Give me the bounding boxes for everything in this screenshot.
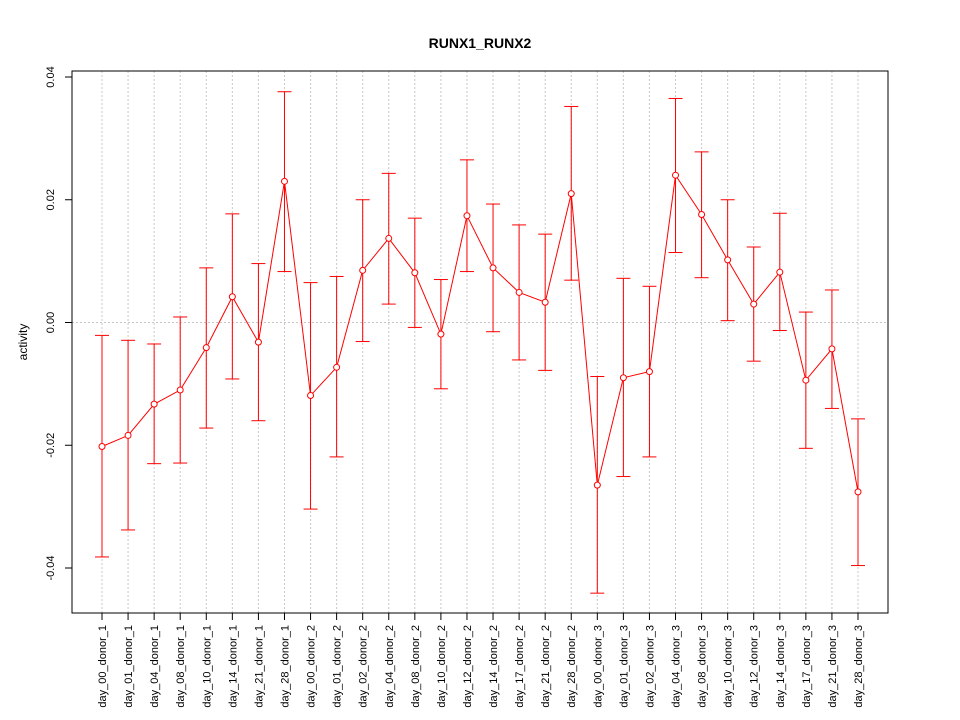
x-tick-label: day_10_donor_1 xyxy=(201,625,213,708)
x-tick-label: day_02_donor_3 xyxy=(644,625,656,708)
x-axis: day_00_donor_1 day_01_donor_1 day_04_donor… xyxy=(97,613,865,708)
data-point xyxy=(150,400,158,408)
x-tick-label: day_01_donor_2 xyxy=(332,625,344,708)
data-point xyxy=(411,269,419,277)
x-tick-label: day_04_donor_2 xyxy=(384,625,396,708)
data-point xyxy=(124,431,132,439)
chart-title: RUNX1_RUNX2 xyxy=(429,35,532,51)
data-point xyxy=(645,368,653,376)
y-tick-label: 0.04 xyxy=(45,66,57,87)
x-tick-label: day_14_donor_3 xyxy=(775,625,787,708)
data-point xyxy=(333,363,341,371)
y-axis-label: activity xyxy=(16,324,30,361)
y-tick-label: -0.02 xyxy=(45,433,57,458)
x-tick-label: day_12_donor_2 xyxy=(462,625,474,708)
x-tick-label: day_21_donor_3 xyxy=(827,625,839,708)
series xyxy=(95,91,865,594)
x-tick-label: day_01_donor_1 xyxy=(123,625,135,708)
data-point xyxy=(619,374,627,382)
x-tick-label: day_00_donor_3 xyxy=(592,625,604,708)
data-point xyxy=(254,338,262,346)
x-tick-label: day_08_donor_3 xyxy=(697,625,709,708)
x-tick-label: day_14_donor_1 xyxy=(227,625,239,708)
x-tick-label: day_28_donor_2 xyxy=(566,625,578,708)
x-tick-label: day_10_donor_3 xyxy=(723,625,735,708)
x-tick-label: day_10_donor_2 xyxy=(436,625,448,708)
data-point xyxy=(854,488,862,496)
plot-frame xyxy=(71,70,889,614)
data-point xyxy=(828,345,836,353)
x-tick-label: day_17_donor_2 xyxy=(514,625,526,708)
y-tick-label: -0.04 xyxy=(45,555,57,580)
data-point xyxy=(463,212,471,220)
data-point xyxy=(280,177,288,185)
x-tick-label: day_00_donor_1 xyxy=(97,625,109,708)
series-line xyxy=(101,173,859,492)
x-tick-label: day_01_donor_3 xyxy=(618,625,630,708)
x-tick-label: day_00_donor_2 xyxy=(306,625,318,708)
data-point xyxy=(698,210,706,218)
y-axis: -0.04 -0.02 0.00 0.02 0.04 xyxy=(45,66,72,581)
x-tick-label: day_04_donor_3 xyxy=(671,625,683,708)
x-tick-label: day_08_donor_2 xyxy=(410,625,422,708)
data-point xyxy=(541,298,549,306)
x-tick-label: day_12_donor_3 xyxy=(749,625,761,708)
y-tick-label: 0.02 xyxy=(45,189,57,210)
data-point xyxy=(202,344,210,352)
data-point xyxy=(515,288,523,296)
grid xyxy=(72,71,888,613)
data-point xyxy=(750,300,758,308)
data-point xyxy=(307,392,315,400)
y-tick-label: 0.00 xyxy=(45,312,57,333)
x-tick-label: day_14_donor_2 xyxy=(488,625,500,708)
x-tick-label: day_08_donor_1 xyxy=(175,625,187,708)
x-tick-label: day_04_donor_1 xyxy=(149,625,161,708)
data-point xyxy=(672,171,680,179)
data-point xyxy=(724,256,732,264)
data-point xyxy=(567,190,575,198)
data-point xyxy=(176,386,184,394)
data-point xyxy=(385,234,393,242)
data-point xyxy=(593,481,601,489)
x-tick-label: day_17_donor_3 xyxy=(801,625,813,708)
data-point xyxy=(359,266,367,274)
data-point xyxy=(437,330,445,338)
data-point xyxy=(802,376,810,384)
x-tick-label: day_28_donor_3 xyxy=(853,625,865,708)
data-point xyxy=(776,268,784,276)
x-tick-label: day_28_donor_1 xyxy=(279,625,291,708)
data-point xyxy=(489,264,497,272)
data-point xyxy=(98,442,106,450)
x-tick-label: day_21_donor_1 xyxy=(253,625,265,708)
x-tick-label: day_21_donor_2 xyxy=(540,625,552,708)
x-tick-label: day_02_donor_2 xyxy=(358,625,370,708)
data-point xyxy=(228,293,236,301)
